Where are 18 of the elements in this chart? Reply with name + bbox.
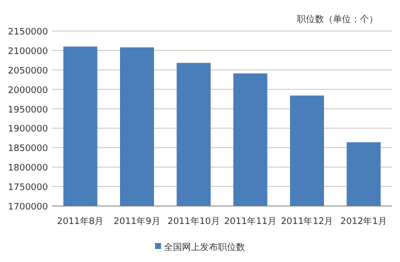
- legend-label: 全国网上发布职位数: [164, 242, 245, 253]
- y-tick-label: 2050000: [8, 66, 48, 76]
- x-tick-label: 2011年11月: [224, 216, 277, 227]
- y-tick-label: 1800000: [8, 164, 48, 174]
- x-tick-label: 2012年1月: [340, 216, 387, 227]
- y-axis-title: 职位数（单位：个）: [297, 14, 378, 25]
- y-tick-label: 2000000: [8, 86, 48, 96]
- x-tick-label: 2011年12月: [280, 216, 334, 227]
- y-tick-label: 2100000: [8, 46, 48, 57]
- x-tick-label: 2011年9月: [114, 216, 160, 227]
- y-tick-label: 1850000: [8, 144, 48, 154]
- y-tick-label: 1700000: [8, 202, 48, 212]
- x-tick-label: 2011年10月: [167, 216, 220, 227]
- y-tick-label: 1750000: [8, 183, 48, 194]
- y-tick-label: 1950000: [8, 105, 48, 116]
- x-tick-label: 2011年8月: [57, 216, 104, 227]
- y-tick-label: 1900000: [8, 124, 48, 135]
- y-tick-label: 2150000: [8, 28, 48, 38]
